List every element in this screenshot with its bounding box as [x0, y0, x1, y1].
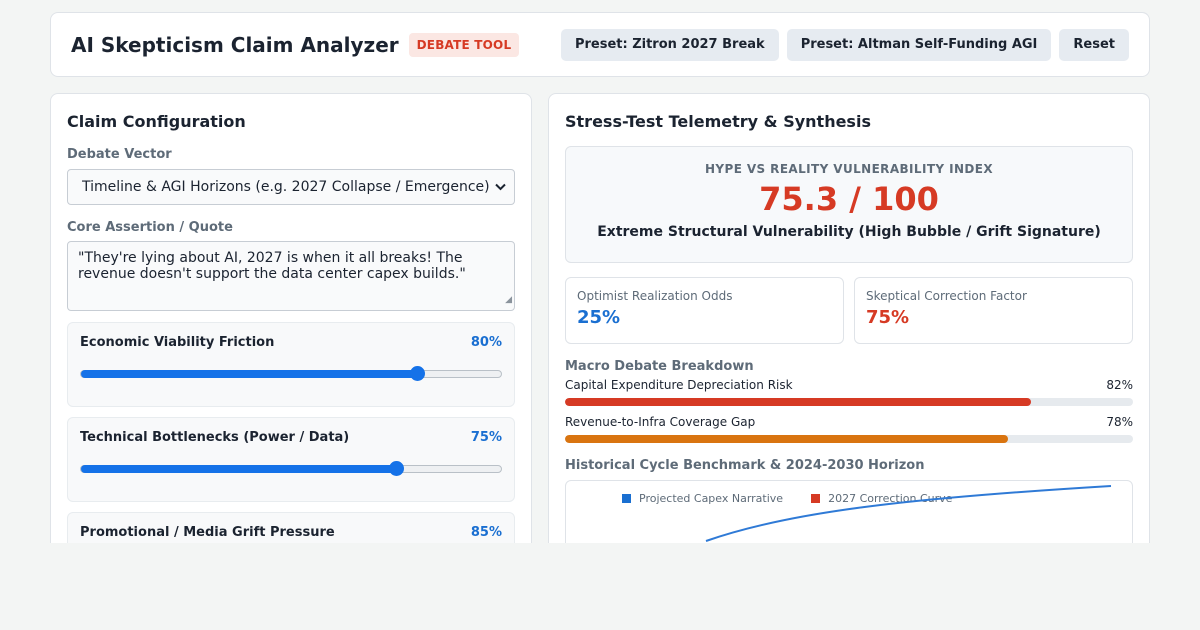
breakdown-row-revenue: Revenue-to-Infra Coverage Gap 78% — [565, 415, 1133, 443]
debate-vector-label: Debate Vector — [67, 147, 172, 162]
metric-label: Optimist Realization Odds — [577, 289, 733, 303]
core-assertion-text: "They're lying about AI, 2027 is when it… — [78, 250, 466, 282]
slider-value: 75% — [470, 430, 502, 445]
breakdown-label: Revenue-to-Infra Coverage Gap — [565, 415, 756, 429]
metric-value: 75% — [866, 307, 910, 328]
benchmark-chart: Projected Capex Narrative 2027 Correctio… — [565, 480, 1133, 543]
metric-row: Optimist Realization Odds 25% Skeptical … — [565, 277, 1133, 344]
debate-vector-select[interactable]: Timeline & AGI Horizons (e.g. 2027 Colla… — [67, 169, 515, 205]
breakdown-bar-track — [565, 435, 1133, 443]
technical-bottlenecks-slider[interactable] — [80, 461, 502, 476]
telemetry-panel: Stress-Test Telemetry & Synthesis HYPE V… — [548, 93, 1150, 543]
chevron-down-icon — [495, 180, 506, 194]
legend-label: 2027 Correction Curve — [828, 492, 953, 505]
chart-legend: Projected Capex Narrative 2027 Correctio… — [622, 492, 952, 505]
skeptical-factor-card: Skeptical Correction Factor 75% — [854, 277, 1133, 344]
breakdown-value: 82% — [1106, 378, 1133, 392]
slider-label: Technical Bottlenecks (Power / Data) — [80, 430, 350, 445]
vulnerability-index-label: HYPE VS REALITY VULNERABILITY INDEX — [704, 162, 994, 176]
panel-title: Stress-Test Telemetry & Synthesis — [565, 112, 871, 131]
metric-value: 25% — [577, 307, 621, 328]
slider-thumb[interactable] — [410, 366, 425, 381]
slider-label: Promotional / Media Grift Pressure — [80, 525, 335, 540]
app-title: AI Skepticism Claim Analyzer — [71, 32, 399, 57]
breakdown-bar-fill — [565, 398, 1031, 406]
vulnerability-index-card: HYPE VS REALITY VULNERABILITY INDEX 75.3… — [565, 146, 1133, 263]
reset-button[interactable]: Reset — [1059, 28, 1129, 61]
slider-thumb[interactable] — [389, 461, 404, 476]
projected-capex-line — [705, 485, 1112, 542]
slider-fill — [81, 465, 396, 473]
chart-title: Historical Cycle Benchmark & 2024-2030 H… — [565, 458, 925, 473]
core-assertion-textarea[interactable]: "They're lying about AI, 2027 is when it… — [67, 241, 515, 311]
header-actions: Preset: Zitron 2027 Break Preset: Altman… — [560, 28, 1129, 61]
breakdown-bar-track — [565, 398, 1133, 406]
slider-card-technical: Technical Bottlenecks (Power / Data) 75% — [67, 417, 515, 502]
app-header: AI Skepticism Claim Analyzer DEBATE TOOL… — [50, 12, 1150, 77]
vulnerability-verdict: Extreme Structural Vulnerability (High B… — [597, 224, 1101, 240]
panel-title: Claim Configuration — [67, 112, 246, 131]
slider-fill — [81, 370, 417, 378]
core-assertion-label: Core Assertion / Quote — [67, 220, 233, 235]
breakdown-row-capex: Capital Expenditure Depreciation Risk 82… — [565, 378, 1133, 406]
legend-item-projected: Projected Capex Narrative — [622, 492, 783, 505]
slider-card-economic: Economic Viability Friction 80% — [67, 322, 515, 407]
legend-item-correction: 2027 Correction Curve — [811, 492, 952, 505]
viewport-clip: Claim Configuration Debate Vector Timeli… — [50, 93, 1150, 543]
chart-plot — [705, 485, 1112, 542]
debate-vector-value: Timeline & AGI Horizons (e.g. 2027 Colla… — [82, 179, 490, 195]
slider-card-grift: Promotional / Media Grift Pressure 85% — [67, 512, 515, 543]
slider-value: 85% — [470, 525, 502, 540]
legend-swatch — [811, 494, 821, 503]
metric-label: Skeptical Correction Factor — [866, 289, 1027, 303]
resize-grip-icon[interactable]: ◢ — [505, 295, 512, 305]
optimist-odds-card: Optimist Realization Odds 25% — [565, 277, 844, 344]
slider-label: Economic Viability Friction — [80, 335, 275, 350]
claim-configuration-panel: Claim Configuration Debate Vector Timeli… — [50, 93, 532, 543]
economic-friction-slider[interactable] — [80, 366, 502, 381]
legend-swatch — [622, 494, 631, 503]
preset-altman-button[interactable]: Preset: Altman Self-Funding AGI — [786, 28, 1052, 61]
breakdown-bar-fill — [565, 435, 1009, 443]
debate-tool-badge: DEBATE TOOL — [408, 32, 520, 57]
slider-value: 80% — [470, 335, 502, 350]
breakdown-label: Capital Expenditure Depreciation Risk — [565, 378, 793, 392]
preset-zitron-button[interactable]: Preset: Zitron 2027 Break — [560, 28, 779, 61]
breakdown-value: 78% — [1106, 415, 1133, 429]
legend-label: Projected Capex Narrative — [639, 492, 784, 505]
breakdown-title: Macro Debate Breakdown — [565, 359, 754, 374]
vulnerability-score: 75.3 / 100 — [759, 180, 939, 218]
